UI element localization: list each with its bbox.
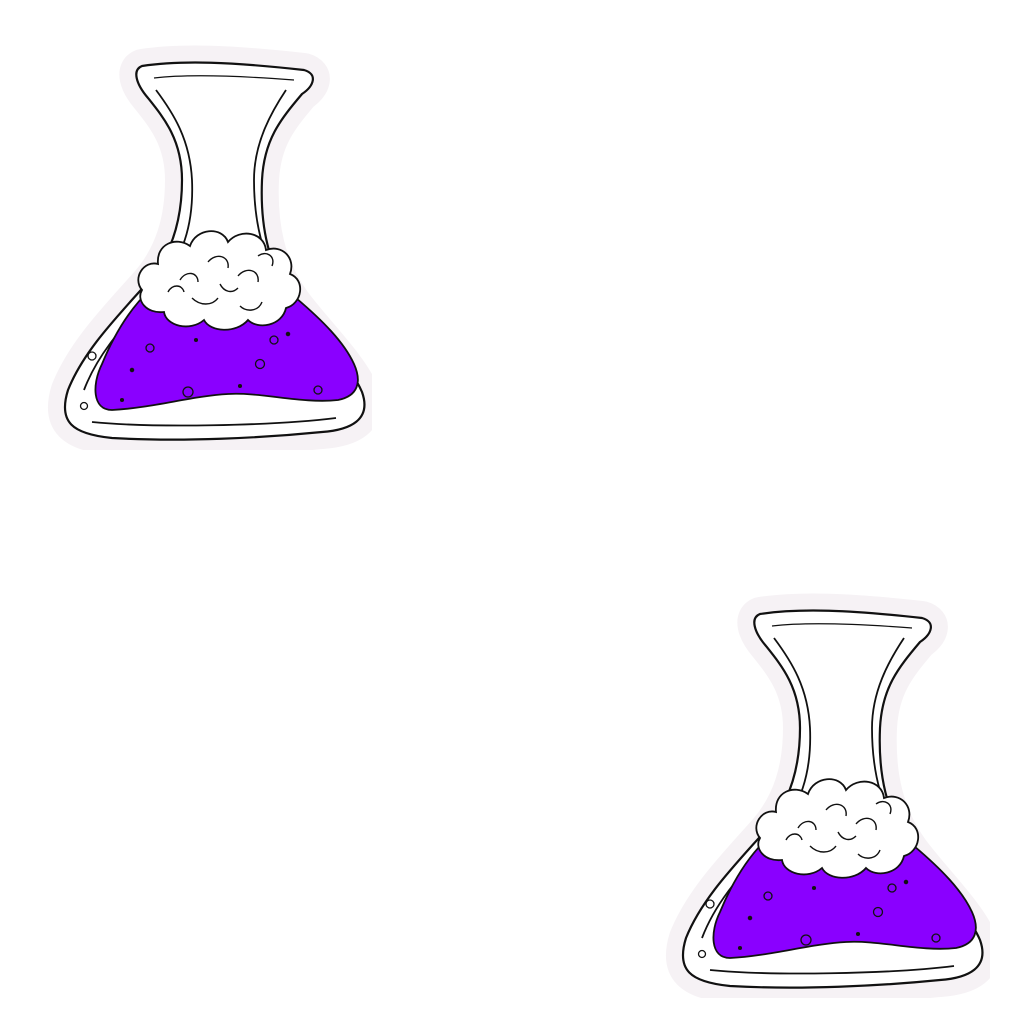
potion-flask-drawing [665,593,990,998]
potion-flask-icon [650,578,990,998]
potion-flask-icon [32,30,372,450]
potion-flask-drawing [47,45,372,450]
